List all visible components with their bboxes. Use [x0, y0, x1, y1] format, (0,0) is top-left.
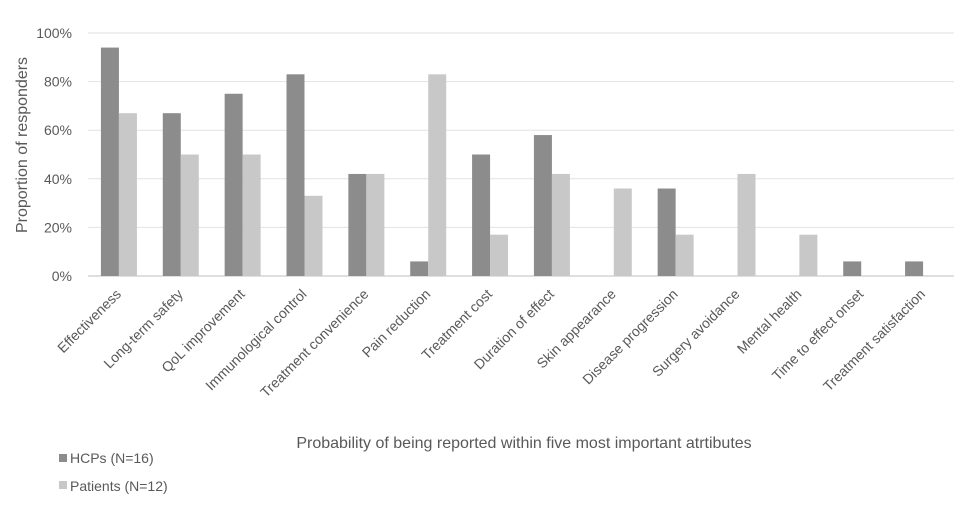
x-tick-label: Immunological control: [202, 286, 310, 394]
bar-hcps: [533, 135, 552, 276]
bar-patients: [613, 188, 632, 276]
y-tick-label: 100%: [36, 25, 72, 41]
x-tick-label: Effectiveness: [54, 286, 124, 356]
legend-item-patients: Patients (N=12): [59, 478, 168, 494]
x-axis-title: Probability of being reported within fiv…: [296, 435, 751, 452]
bar-hcps: [286, 74, 305, 276]
bar-patients: [180, 154, 199, 276]
bar-patients: [675, 234, 694, 276]
bar-patients: [799, 234, 818, 276]
y-tick-label: 20%: [44, 219, 72, 235]
y-tick-label: 0%: [52, 268, 72, 284]
y-axis-title: Proportion of responders: [14, 57, 31, 233]
x-tick-label: Treatment convenience: [257, 286, 372, 401]
bar-patients: [242, 154, 261, 276]
bar-patients: [366, 173, 385, 276]
gridlines: [88, 32, 954, 277]
y-tick-label: 80%: [44, 74, 72, 90]
legend-label-hcps: HCPs (N=16): [70, 450, 154, 466]
x-tick-label: Treatment satisfaction: [820, 286, 928, 394]
bar-patients: [118, 113, 137, 276]
legend-item-hcps: HCPs (N=16): [59, 450, 154, 466]
bar-hcps: [657, 188, 676, 276]
bar-patients: [737, 173, 756, 276]
bar-hcps: [843, 261, 862, 276]
bar-hcps: [472, 154, 491, 276]
bars: [100, 47, 924, 276]
bar-hcps: [348, 173, 367, 276]
bar-patients: [551, 173, 570, 276]
bar-hcps: [224, 93, 243, 276]
bar-patients: [490, 234, 509, 276]
legend-label-patients: Patients (N=12): [70, 478, 168, 494]
legend: HCPs (N=16) Patients (N=12): [59, 450, 168, 494]
bar-hcps: [162, 113, 181, 276]
bar-hcps: [410, 261, 429, 276]
legend-swatch-hcps: [59, 454, 67, 462]
bar-hcps: [905, 261, 924, 276]
legend-swatch-patients: [59, 481, 67, 489]
y-tick-label: 60%: [44, 122, 72, 138]
y-tick-label: 40%: [44, 171, 72, 187]
bar-hcps: [100, 47, 119, 276]
bar-patients: [304, 195, 323, 276]
bar-patients: [428, 74, 447, 276]
